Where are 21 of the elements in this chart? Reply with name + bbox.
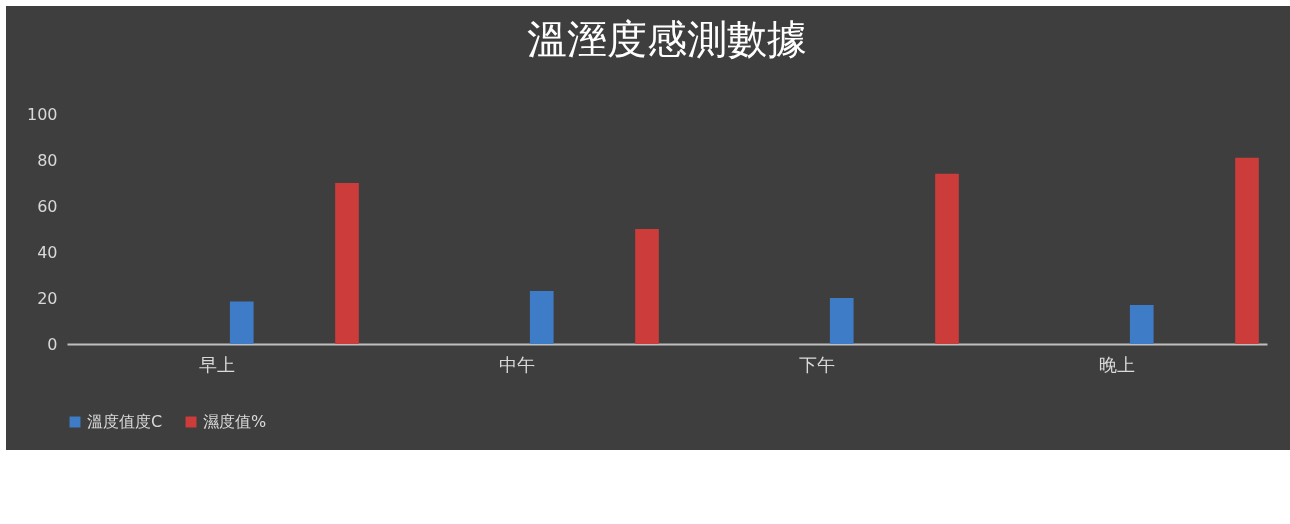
y-tick-label: 100 — [26, 104, 58, 124]
y-tick-label: 40 — [37, 242, 58, 262]
legend-label: 濕度值% — [203, 412, 267, 431]
x-tick-label: 下午 — [799, 353, 835, 375]
x-tick-label: 晚上 — [1099, 353, 1135, 375]
chart-title: 溫溼度感測數據 — [527, 16, 807, 62]
bar — [829, 298, 854, 344]
bar — [1129, 304, 1154, 344]
bar — [635, 229, 659, 344]
y-tick-label: 20 — [37, 288, 58, 308]
legend-label: 溫度值度C — [87, 412, 163, 431]
bar — [229, 301, 254, 344]
bar — [529, 291, 554, 344]
bar — [935, 173, 959, 344]
x-tick-label: 中午 — [499, 353, 535, 375]
x-tick-label: 早上 — [199, 353, 235, 375]
y-tick-label: 0 — [47, 334, 58, 354]
bar — [1235, 157, 1259, 344]
y-tick-label: 60 — [37, 196, 58, 216]
y-tick-label: 80 — [37, 150, 58, 170]
bar — [335, 183, 359, 344]
